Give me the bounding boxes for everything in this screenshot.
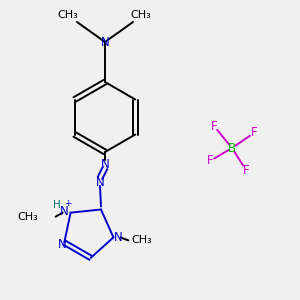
Text: +: +: [64, 199, 71, 208]
Text: CH₃: CH₃: [131, 236, 152, 245]
Text: F: F: [207, 154, 213, 167]
Text: F: F: [243, 164, 249, 176]
Text: CH₃: CH₃: [58, 10, 78, 20]
Text: H: H: [53, 200, 61, 210]
Text: N: N: [60, 205, 69, 218]
Text: N: N: [100, 35, 109, 49]
Text: B: B: [228, 142, 236, 154]
Text: CH₃: CH₃: [18, 212, 39, 222]
Text: N: N: [96, 176, 104, 188]
Text: N: N: [100, 158, 109, 170]
Text: F: F: [211, 119, 217, 133]
Text: CH₃: CH₃: [130, 10, 152, 20]
Text: N: N: [58, 238, 67, 251]
Text: N: N: [114, 231, 123, 244]
Text: F: F: [251, 127, 257, 140]
